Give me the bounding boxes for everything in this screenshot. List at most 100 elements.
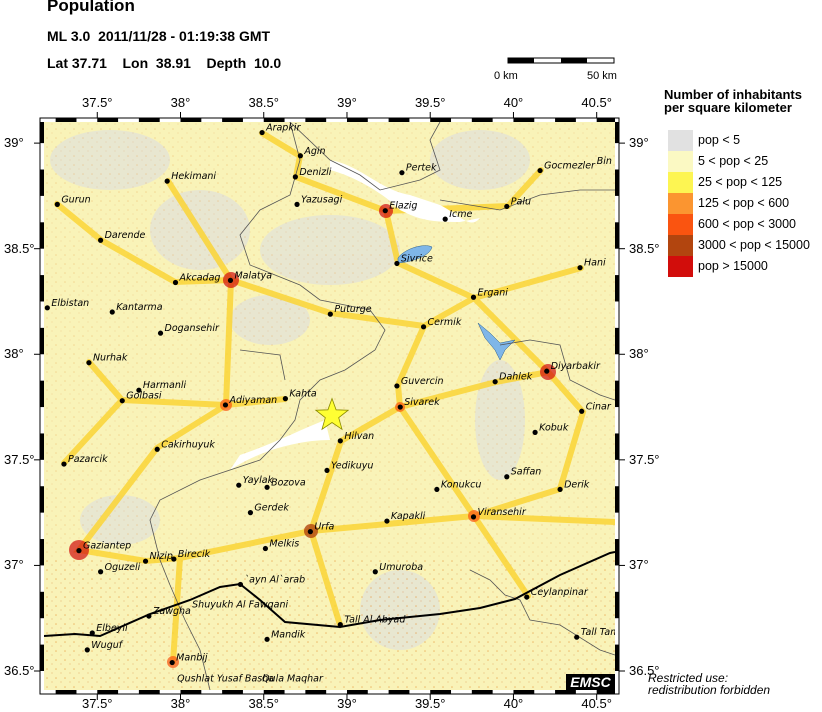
city-label: Wuguf xyxy=(91,640,123,651)
city-marker[interactable]: Nizip xyxy=(142,551,173,564)
city-dot-icon xyxy=(54,201,60,207)
city-marker[interactable]: Pazarcik xyxy=(61,454,108,467)
frame-segment xyxy=(40,644,44,671)
city-marker[interactable]: Urfa xyxy=(307,522,335,535)
city-marker[interactable]: Guvercin xyxy=(394,376,444,389)
city-dot-icon xyxy=(86,360,92,366)
city-dot-icon xyxy=(169,659,175,666)
legend-swatch xyxy=(668,172,693,193)
city-marker[interactable]: Sivrice xyxy=(394,253,433,267)
city-label: Elbistan xyxy=(51,298,89,309)
frame-segment xyxy=(615,222,619,249)
city-marker[interactable]: Elbistan xyxy=(44,298,89,311)
city-marker[interactable]: Manbij xyxy=(169,653,208,666)
city-label: Zawgha xyxy=(152,606,191,617)
city-marker[interactable]: Gurun xyxy=(54,194,91,207)
city-marker[interactable]: Ergani xyxy=(470,287,508,300)
tick-label: 38.5° xyxy=(248,95,279,110)
city-marker[interactable]: Birecik xyxy=(171,549,211,562)
city-marker[interactable]: Dogansehir xyxy=(157,323,220,336)
international-border xyxy=(44,551,615,638)
frame-segment xyxy=(346,690,368,694)
city-marker[interactable]: Nurhak xyxy=(86,353,128,366)
legend-title: Number of inhabitants per square kilomet… xyxy=(664,88,802,114)
city-marker[interactable]: `ayn Al`arab xyxy=(237,574,305,588)
city-marker[interactable]: Kahta xyxy=(282,389,317,402)
city-marker[interactable]: Melkis xyxy=(262,539,299,552)
legend-label: pop > 15000 xyxy=(698,259,768,273)
city-dot-icon xyxy=(109,309,115,315)
city-label: Cakirhuyuk xyxy=(161,439,215,450)
legend-title-line2: per square kilometer xyxy=(664,100,792,115)
usage-note: Restricted use: redistribution forbidden xyxy=(648,672,770,696)
frame-segment xyxy=(596,690,615,694)
city-marker[interactable]: Gocmezler xyxy=(537,161,596,174)
city-marker[interactable]: Oguzeli xyxy=(98,562,141,575)
city-marker[interactable]: Harmanli xyxy=(136,380,186,393)
place-label: Qushlat Yusaf Basha xyxy=(177,674,274,685)
city-marker[interactable]: Sivarek xyxy=(397,397,440,410)
city-marker[interactable]: Zawgha xyxy=(146,606,191,619)
city-dot-icon xyxy=(157,330,164,336)
city-marker[interactable]: Kobuk xyxy=(532,422,569,435)
city-marker[interactable]: Mandik xyxy=(264,629,306,642)
city-marker[interactable]: Derik xyxy=(557,479,590,493)
city-marker[interactable]: Hani xyxy=(577,258,606,271)
city-label: Urfa xyxy=(314,522,334,533)
legend-item: 25 < pop < 125 xyxy=(668,172,818,193)
epicenter-star-icon[interactable] xyxy=(314,397,350,431)
frame-segment xyxy=(40,539,44,566)
city-marker[interactable]: Saffan xyxy=(504,467,541,480)
city-label: Gaziantep xyxy=(83,541,131,552)
city-marker[interactable]: Arapkir xyxy=(259,123,301,136)
city-marker[interactable]: Umuroba xyxy=(372,562,424,575)
city-marker[interactable]: Golbasi xyxy=(119,391,162,404)
city-marker[interactable]: Malatya xyxy=(227,270,272,283)
tick-label: 38° xyxy=(170,95,191,110)
frame-segment xyxy=(615,380,619,408)
city-label: Gocmezler xyxy=(544,161,596,172)
city-marker[interactable]: Cakirhuyuk xyxy=(154,439,216,452)
city-marker[interactable]: Adiyaman xyxy=(222,395,277,408)
city-label: Arapkir xyxy=(265,123,301,134)
city-marker[interactable]: Yedikuyu xyxy=(324,460,373,474)
city-marker[interactable]: Cermik xyxy=(420,317,462,330)
city-marker[interactable]: Kantarma xyxy=(109,302,163,315)
city-marker[interactable]: Cinar xyxy=(579,401,612,414)
city-marker[interactable]: Gerdek xyxy=(247,503,290,516)
city-marker[interactable]: Bozova xyxy=(264,477,306,490)
city-marker[interactable]: Akcadag xyxy=(172,272,221,286)
city-marker[interactable]: Konukcu xyxy=(434,479,481,493)
city-marker[interactable]: Hilvan xyxy=(337,431,374,444)
city-marker[interactable]: Tall Al Abyad xyxy=(337,615,407,628)
frame-segment xyxy=(471,118,493,122)
city-marker[interactable]: Yaylak xyxy=(236,475,274,488)
city-marker[interactable]: Agin xyxy=(297,146,326,159)
city-marker[interactable]: Viransehir xyxy=(470,507,527,520)
tick-label: 37.5° xyxy=(629,451,660,467)
city-marker[interactable]: Pertek xyxy=(399,163,437,176)
city-dot-icon xyxy=(227,277,234,283)
city-marker[interactable]: Kapakli xyxy=(384,511,426,524)
city-marker[interactable]: Hekimani xyxy=(164,171,217,184)
tick-label: 37.5° xyxy=(82,696,113,711)
tick-label: 40.5° xyxy=(581,95,612,110)
city-marker[interactable]: Elazig xyxy=(382,201,418,214)
city-label: Tall Tam xyxy=(581,627,620,638)
city-marker[interactable]: Denizli xyxy=(292,167,332,180)
city-label: `ayn Al`arab xyxy=(244,574,305,585)
city-marker[interactable]: Darende xyxy=(98,230,146,243)
city-marker[interactable]: Wuguf xyxy=(84,640,124,653)
city-marker[interactable]: Elbeyli xyxy=(89,623,128,636)
city-marker[interactable]: Icme xyxy=(442,209,473,222)
event-line: ML 3.0 2011/11/28 - 01:19:38 GMT xyxy=(47,28,271,44)
city-marker[interactable]: Diyarbakir xyxy=(544,361,601,374)
city-marker[interactable]: Ceylanpinar xyxy=(524,587,589,600)
city-marker[interactable]: Palu xyxy=(504,196,531,210)
city-marker[interactable]: Yazusagi xyxy=(294,194,343,207)
frame-segment xyxy=(615,644,619,671)
city-marker[interactable]: Gaziantep xyxy=(76,541,131,554)
city-marker[interactable]: Dahlek xyxy=(492,372,533,385)
city-marker[interactable]: Tall Tam xyxy=(574,627,619,640)
city-marker[interactable]: Puturge xyxy=(327,304,372,317)
